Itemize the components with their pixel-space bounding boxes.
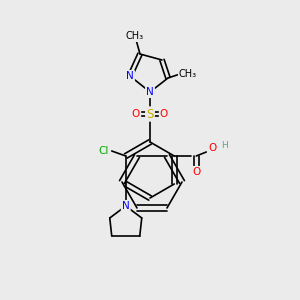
Text: S: S	[146, 107, 154, 121]
Text: O: O	[160, 109, 168, 119]
Text: H: H	[221, 142, 228, 151]
Text: O: O	[132, 109, 140, 119]
Text: Cl: Cl	[99, 146, 109, 156]
Text: N: N	[126, 71, 134, 81]
Text: O: O	[192, 167, 200, 177]
Text: N: N	[146, 87, 154, 97]
Text: CH₃: CH₃	[179, 69, 197, 79]
Text: N: N	[122, 201, 130, 211]
Text: CH₃: CH₃	[126, 31, 144, 41]
Text: O: O	[208, 143, 216, 153]
